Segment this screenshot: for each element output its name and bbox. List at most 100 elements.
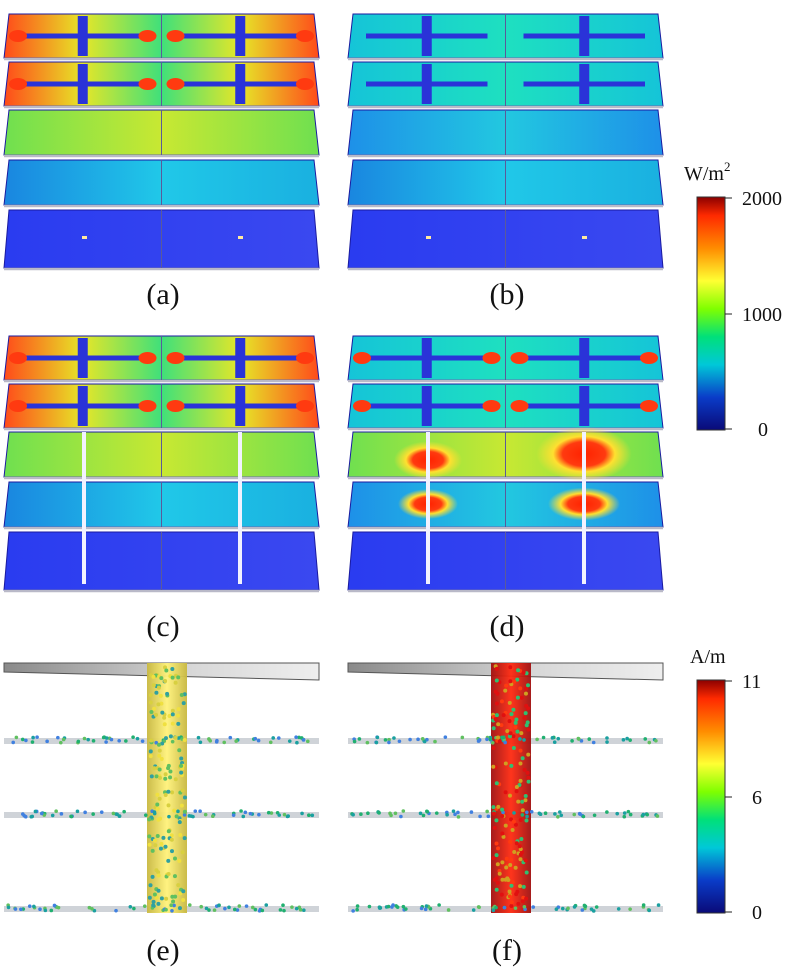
panel-e-column-vector — [157, 767, 162, 772]
panel-c-layer-1-hot-right — [138, 352, 157, 364]
panel-e-column-vector — [153, 843, 158, 848]
panel-f-vector-2 — [591, 909, 596, 913]
panel-e-vector-1 — [231, 813, 236, 817]
panel-e-column-vector — [147, 817, 152, 822]
panel-f-vector-2 — [386, 904, 391, 909]
panel-c-layer-2-hot-right — [296, 400, 314, 412]
panel-e-column-vector — [177, 906, 182, 911]
panel-e-vector-1 — [23, 814, 28, 819]
panel-e-column-vector — [158, 846, 163, 851]
panel-e-vector-1 — [286, 814, 290, 818]
panel-f-vector-2 — [355, 904, 360, 908]
panel-e-column-vector — [151, 674, 156, 679]
panel-f-column-vector — [518, 748, 523, 753]
panel-e-column-vector — [172, 874, 177, 879]
panel-f-vector-1 — [401, 809, 406, 813]
panel-e-vector-0 — [196, 735, 201, 740]
panel-e-vector-2 — [49, 908, 54, 913]
panel-e-vector-0 — [104, 740, 108, 744]
panel-c-layer-1-hbar — [179, 355, 301, 361]
panel-f-column-vector — [523, 793, 528, 798]
panel-f-vector-1 — [525, 814, 529, 819]
panel-a-layer-2-hot-left — [9, 78, 27, 90]
panel-e-vector-2 — [223, 906, 227, 911]
panel-e-vector-1 — [187, 814, 192, 818]
panel-c-layer-1-hbar — [22, 355, 144, 361]
panel-e-column-vector — [157, 748, 162, 753]
panel-e-vector-0 — [117, 739, 121, 743]
panel-e-vector-1 — [75, 809, 80, 814]
panel-e-column-vector — [157, 753, 162, 758]
panel-f-column-vector — [504, 683, 509, 688]
panel-f-column-vector — [524, 870, 529, 875]
panel-f-vector-2 — [616, 907, 621, 911]
panel-f-vector-0 — [374, 740, 379, 745]
panel-f-column-vector — [523, 858, 528, 863]
panel-e-vector-2 — [132, 906, 136, 911]
panel-f-vector-1 — [469, 810, 474, 814]
panel-f-vector-1 — [456, 815, 461, 819]
panel-f-vector-0 — [556, 736, 561, 741]
panel-f-vector-0 — [654, 739, 658, 743]
panel-e-column-vector — [176, 883, 181, 888]
panel-e-column-vector — [166, 789, 171, 794]
panel-e-vector-2 — [302, 908, 306, 913]
panel-e-column-vector — [149, 710, 154, 715]
panel-e-column-vector — [156, 873, 161, 878]
panel-e-column-vector — [147, 834, 152, 839]
panel-f-vector-0 — [485, 737, 489, 742]
panel-f-vector-0 — [643, 737, 648, 741]
panel-f-column-vector — [524, 686, 529, 691]
panel-f-column-vector — [516, 901, 521, 906]
panel-f-current-density-vectors — [347, 662, 664, 913]
panel-e-column-vector — [177, 748, 182, 753]
panel-e-column-vector — [179, 770, 184, 775]
colorbar-power-gradient — [696, 196, 726, 431]
colorbar-power-tick-max: 2000 — [742, 188, 782, 210]
panel-e-vector-0 — [86, 737, 90, 742]
colorbar-power-unit: W/m2 — [684, 159, 731, 185]
panel-f-column-vector — [516, 668, 521, 673]
panel-f-via-column — [491, 663, 531, 913]
panel-f-vector-1 — [622, 814, 627, 819]
panel-f-vector-0 — [443, 735, 448, 739]
panel-e-vector-2 — [170, 908, 174, 913]
panel-e-vector-1 — [99, 810, 104, 814]
panel-e-vector-0 — [24, 738, 28, 743]
panel-f-column-vector — [503, 688, 508, 693]
panel-d-layer-1-hot-right — [482, 352, 501, 364]
panel-f-column-vector — [493, 717, 498, 722]
panel-f-vector-1 — [351, 812, 355, 817]
panel-f-column-vector — [514, 789, 519, 794]
panel-e-column-vector — [173, 680, 178, 685]
panel-e-column-vector — [149, 774, 154, 779]
panel-f-column-vector — [503, 823, 508, 828]
panel-e-column-vector — [162, 722, 167, 727]
panel-e-column-vector — [163, 792, 168, 797]
panel-f-column-vector — [524, 723, 529, 728]
panel-e-vector-2 — [128, 904, 133, 909]
panel-f-column-vector — [520, 899, 525, 904]
panel-e-vector-1 — [198, 809, 202, 813]
panel-e-vector-1 — [83, 810, 87, 815]
panel-d-layer-2-hbar — [523, 403, 645, 409]
colorbar-power-density: W/m2 2000 1000 0 — [684, 159, 782, 441]
panel-e-column-vector — [152, 892, 157, 897]
panel-a-layer-2-hbar — [179, 81, 301, 87]
panel-a-layer-1-hot-right — [296, 30, 314, 42]
panel-f-vector-1 — [512, 811, 516, 815]
panel-e-column-vector — [156, 888, 161, 893]
panel-f-column-vector — [508, 731, 513, 736]
panel-f-column-vector — [500, 860, 505, 865]
panel-f-vector-1 — [556, 814, 560, 819]
panel-f-column-vector — [514, 841, 519, 846]
panel-f-vector-1 — [529, 809, 534, 814]
panel-e-vector-1 — [193, 809, 198, 813]
panel-f-column-vector — [521, 670, 526, 675]
panel-f-vector-0 — [460, 735, 465, 740]
panel-f-vector-0 — [422, 739, 427, 744]
panel-e-column-vector — [170, 790, 175, 795]
panel-f-vector-0 — [621, 738, 626, 742]
panel-c-layer-1-hot-left — [166, 352, 185, 364]
panel-e-vector-1 — [203, 812, 208, 817]
